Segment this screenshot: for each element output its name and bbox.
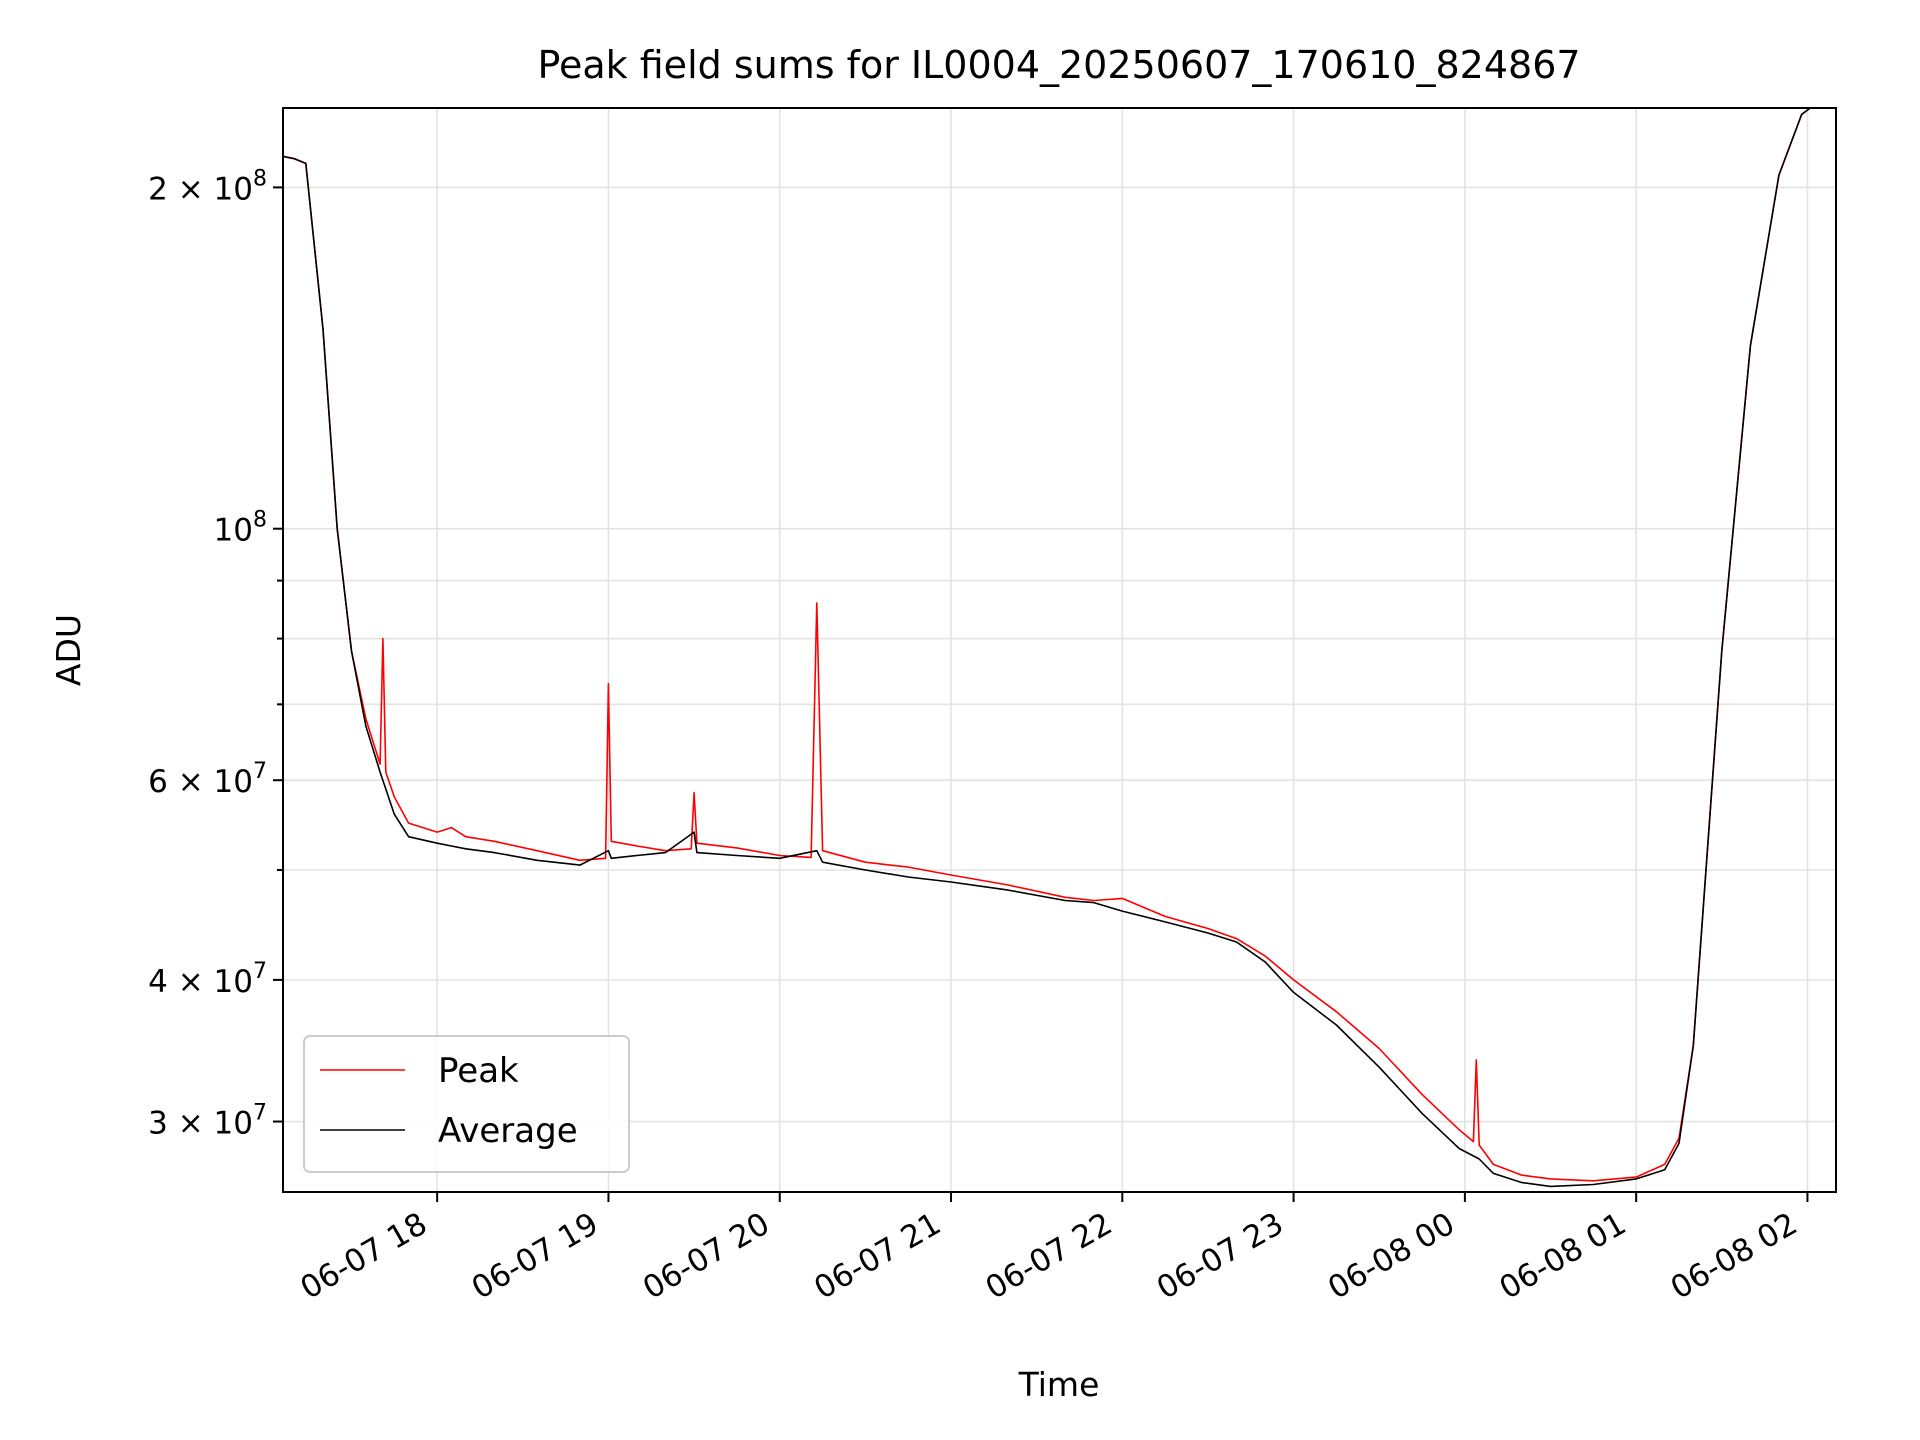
y-tick-label: 2 × 108 — [148, 166, 267, 207]
x-axis-label: Time — [1018, 1365, 1100, 1404]
y-tick-label: 6 × 107 — [148, 759, 267, 800]
chart-title: Peak field sums for IL0004_20250607_1706… — [537, 43, 1580, 87]
legend-label-average: Average — [438, 1111, 578, 1151]
y-tick-label: 4 × 107 — [148, 959, 267, 1000]
y-axis-label: ADU — [49, 614, 88, 686]
y-tick-label: 3 × 107 — [148, 1101, 267, 1142]
y-tick-label: 108 — [214, 508, 267, 549]
series-line-average — [283, 108, 1836, 1188]
series-line-peak — [283, 108, 1836, 1182]
legend: Peak Average — [303, 1035, 630, 1173]
y-axis: 3 × 107 4 × 107 6 × 107 108 2 × 108 — [148, 166, 283, 1142]
series-layer — [283, 108, 1836, 1188]
plot-frame — [282, 107, 1837, 1193]
grid — [283, 108, 1836, 1192]
legend-label-peak: Peak — [438, 1051, 519, 1091]
